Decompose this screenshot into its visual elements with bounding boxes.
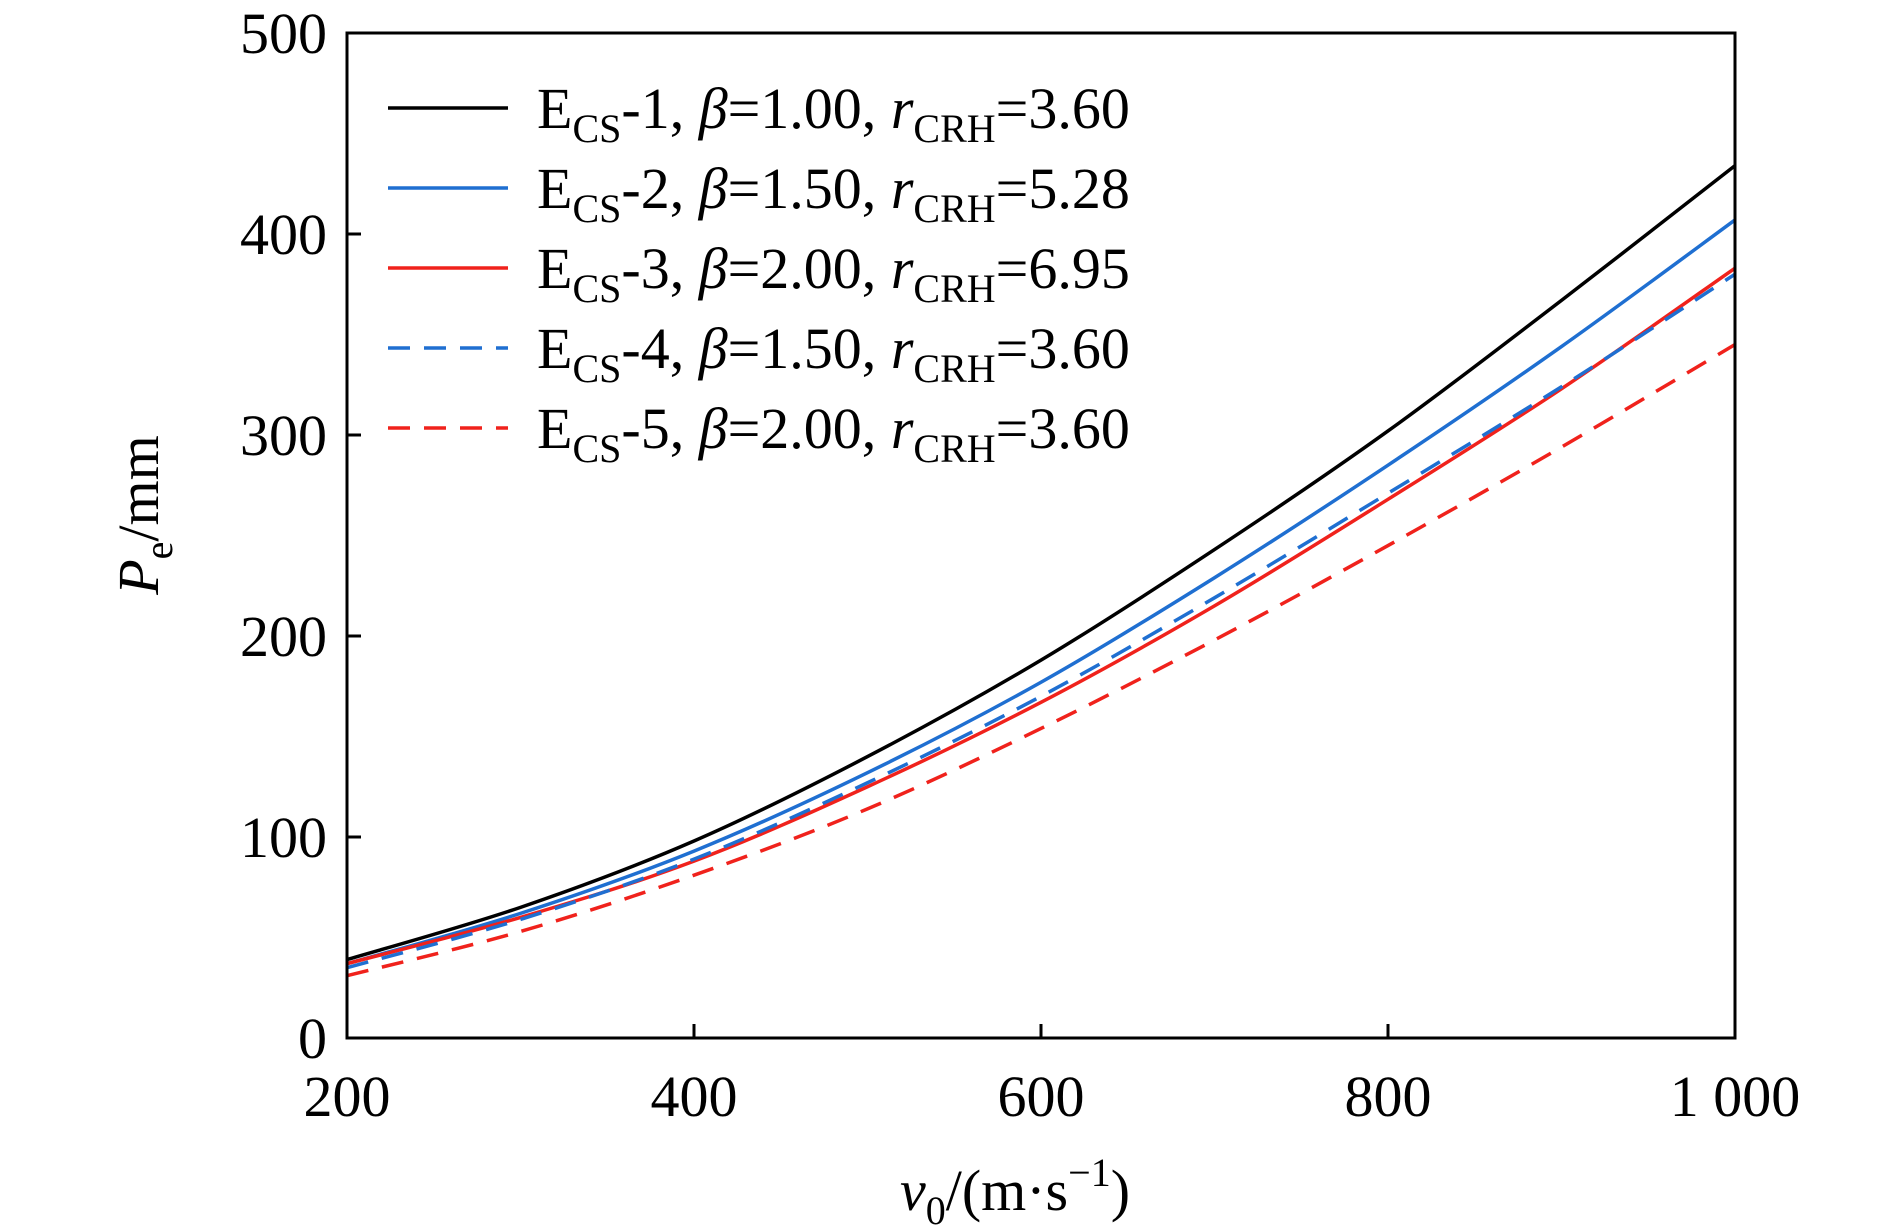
x-tick-label: 600 (998, 1064, 1085, 1129)
x-tick-label: 200 (304, 1064, 391, 1129)
axes-layer: 200 400 600 800 1 000 0 100 200 300 400 500 (240, 1, 1800, 1129)
y-axis-title-symbol: P (106, 559, 171, 595)
series-line-5 (346, 343, 1736, 978)
y-axis-title-subscript: e (136, 542, 181, 560)
series-line-3 (346, 266, 1736, 966)
y-tick-label: 200 (240, 604, 327, 669)
x-tick-label: 1 000 (1670, 1064, 1801, 1129)
x-axis-title-symbol: v (900, 1158, 926, 1223)
y-tick-label: 100 (240, 805, 327, 870)
series-line-1 (346, 164, 1737, 962)
x-axis-title-unit-exponent: −1 (1068, 1150, 1111, 1195)
y-axis-title: Pe/mm (106, 435, 181, 596)
x-tick-label: 800 (1345, 1064, 1432, 1129)
series-line-2 (346, 218, 1737, 966)
x-axis-title: v0/(m·s−1) (900, 1150, 1130, 1232)
y-tick-label: 500 (240, 1, 327, 66)
series-layer (346, 164, 1737, 978)
x-axis-title-unit: /(m·s (946, 1158, 1068, 1223)
x-tick-label: 400 (651, 1064, 738, 1129)
legend-label-1: ECS-1, β=1.00, rCRH=3.60 (537, 76, 1130, 151)
legend-label-4: ECS-4, β=1.50, rCRH=3.60 (537, 316, 1130, 391)
legend-label-2: ECS-2, β=1.50, rCRH=5.28 (537, 156, 1130, 231)
x-axis-title-unit-close: ) (1111, 1158, 1130, 1223)
y-tick-label: 300 (240, 403, 327, 468)
legend-label-3: ECS-3, β=2.00, rCRH=6.95 (537, 236, 1130, 311)
y-tick-label: 400 (240, 202, 327, 267)
y-axis-title-unit: /mm (106, 435, 171, 541)
legend-label-5: ECS-5, β=2.00, rCRH=3.60 (537, 396, 1130, 471)
x-axis-title-subscript: 0 (926, 1188, 946, 1232)
y-tick-label: 0 (298, 1006, 327, 1071)
series-line-4 (346, 272, 1736, 970)
